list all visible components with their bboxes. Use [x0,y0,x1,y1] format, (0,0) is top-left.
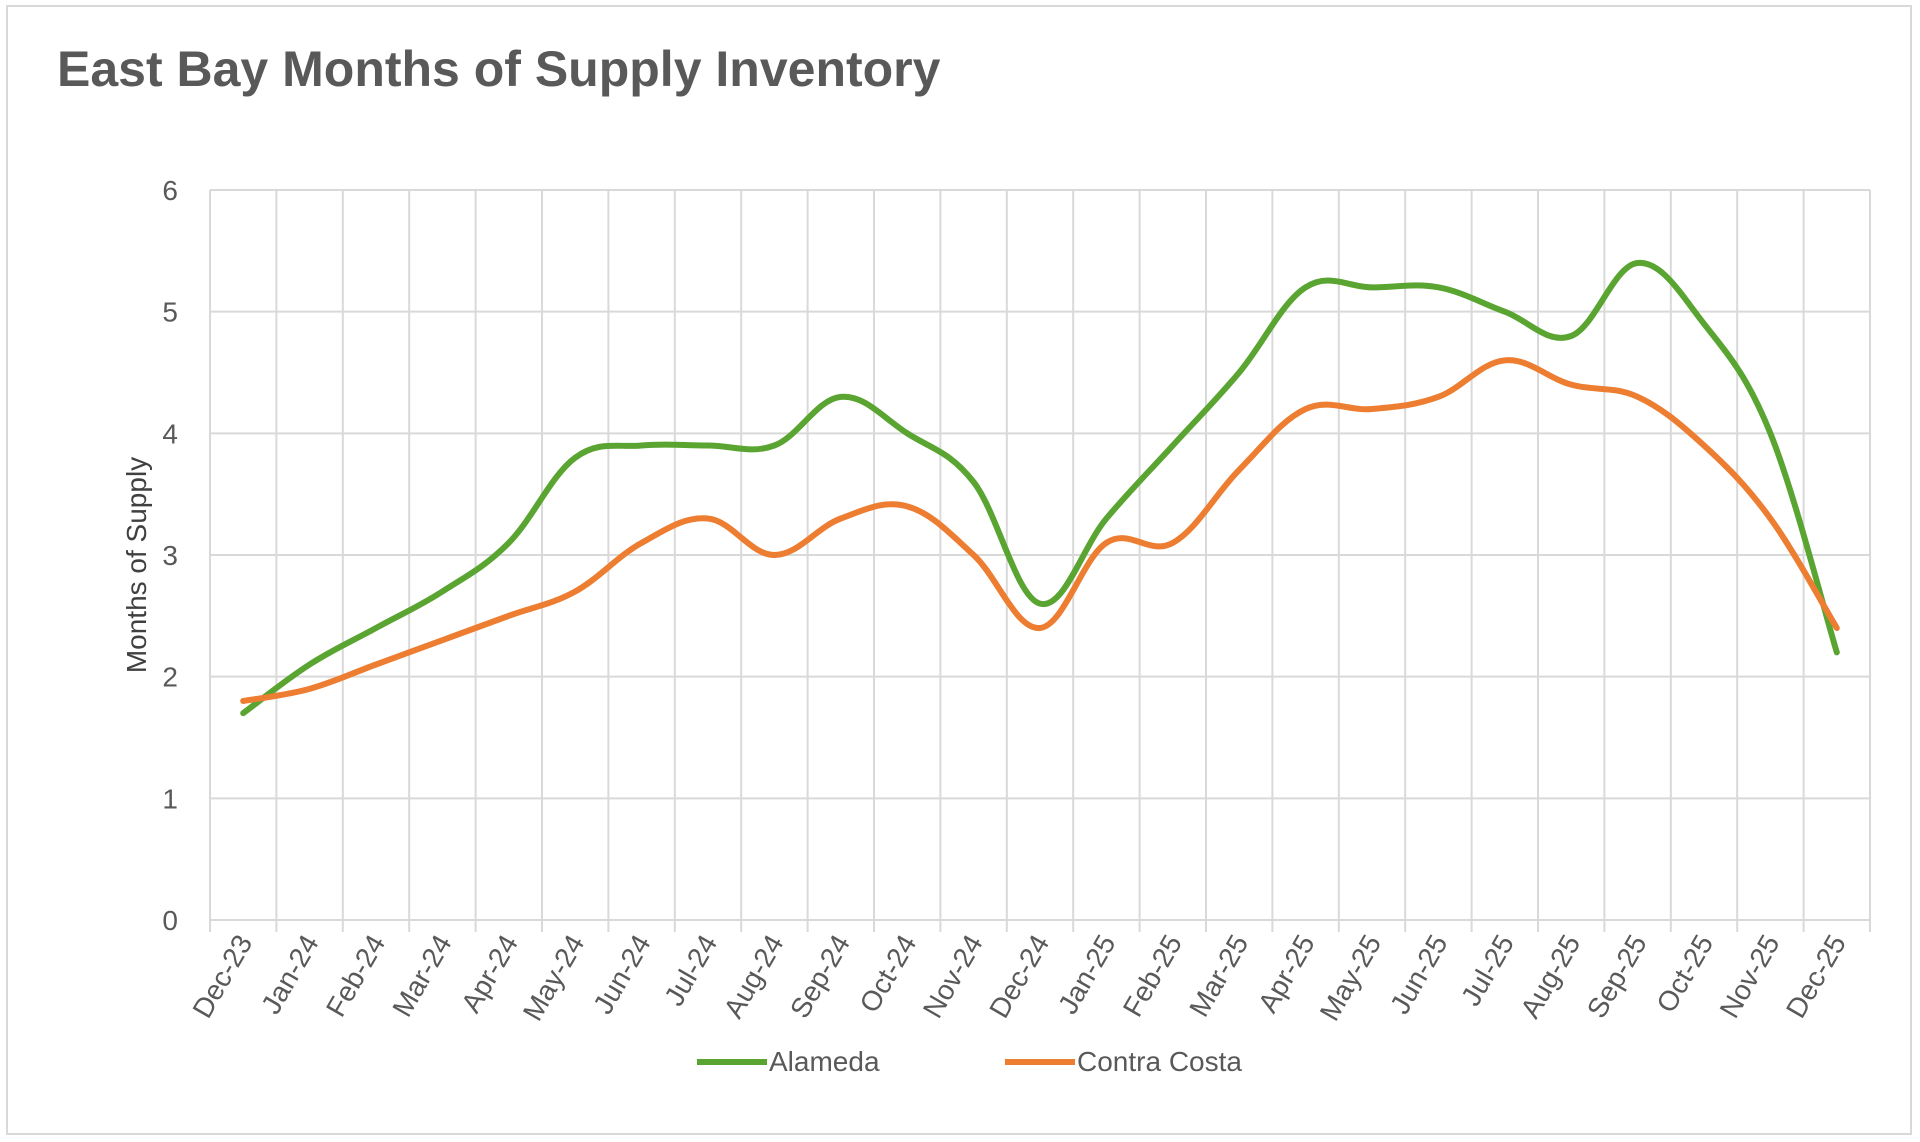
x-tick-label: Jan-24 [255,930,325,1020]
chart-frame [6,5,1912,1135]
x-tick-label: Nov-25 [1714,930,1786,1024]
legend-label-alameda: Alameda [769,1046,880,1077]
x-tick-label: Oct-24 [854,930,923,1018]
x-tick-label: Jun-24 [587,930,657,1020]
chart-title: East Bay Months of Supply Inventory [57,41,941,97]
x-tick-label: Sep-25 [1581,930,1653,1024]
x-tick-label: Oct-25 [1650,930,1719,1018]
x-tick-label: Mar-25 [1183,930,1254,1022]
y-tick-label: 0 [162,905,178,936]
x-tick-label: Dec-25 [1780,930,1852,1024]
y-axis-label: Months of Supply [121,457,152,673]
x-tick-label: Apr-24 [455,930,524,1018]
x-tick-label: Sep-24 [784,930,856,1024]
y-tick-label: 1 [162,783,178,814]
y-tick-label: 4 [162,418,178,449]
x-axis-ticks: Dec-23Jan-24Feb-24Mar-24Apr-24May-24Jun-… [186,930,1852,1026]
series-line-alameda [240,259,1840,717]
y-tick-label: 3 [162,540,178,571]
y-axis-ticks: 0 1 2 3 4 5 6 [162,175,178,936]
legend-label-contra-costa: Contra Costa [1077,1046,1242,1077]
y-tick-label: 5 [162,297,178,328]
legend: Alameda Contra Costa [697,1046,1242,1077]
x-tick-label: May-24 [517,930,591,1026]
series-line-contra-costa [240,357,1840,704]
x-tick-label: Apr-25 [1252,930,1321,1018]
x-tick-label: Dec-24 [983,930,1055,1024]
x-tick-label: Jul-24 [658,930,723,1012]
y-tick-label: 2 [162,662,178,693]
x-tick-label: Nov-24 [917,930,989,1024]
x-tick-label: Aug-24 [718,930,790,1024]
x-tick-label: Mar-24 [386,930,457,1022]
x-tick-label: Dec-23 [186,930,258,1024]
x-tick-label: Feb-25 [1117,930,1188,1022]
x-tick-label: Jun-25 [1384,930,1454,1020]
gridlines [209,189,1871,932]
x-tick-label: Aug-25 [1514,930,1586,1024]
series-lines [240,259,1840,717]
x-tick-label: Jul-25 [1455,930,1520,1012]
x-tick-label: Feb-24 [320,930,391,1022]
x-tick-label: Jan-25 [1052,930,1122,1020]
x-tick-label: May-25 [1314,930,1388,1026]
y-tick-label: 6 [162,175,178,206]
